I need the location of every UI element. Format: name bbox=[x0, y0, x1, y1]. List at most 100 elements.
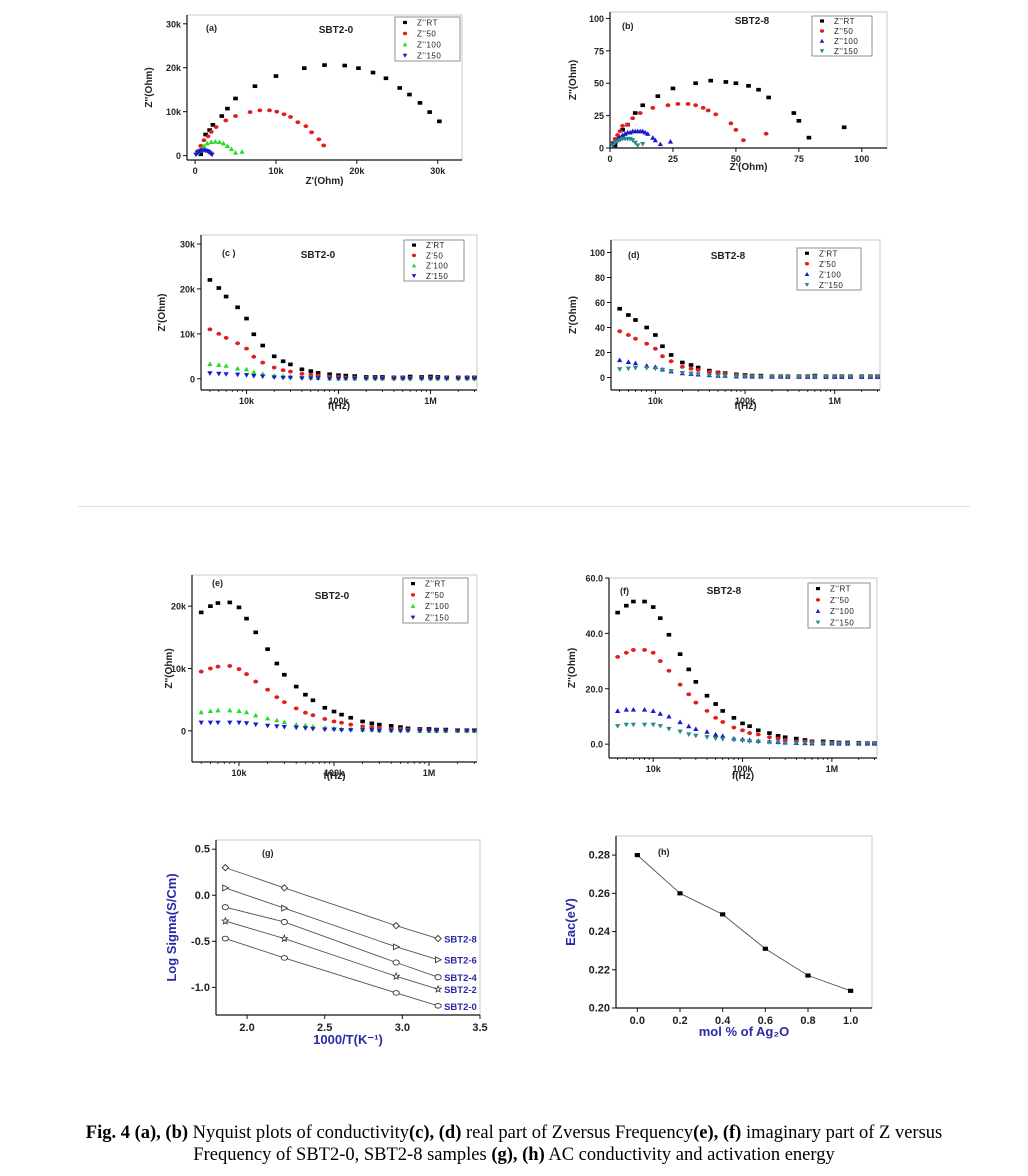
y-tick-label: 0.22 bbox=[589, 964, 610, 976]
x-tick-label: 10k bbox=[646, 764, 662, 774]
data-point bbox=[728, 121, 734, 126]
data-point bbox=[352, 376, 358, 382]
data-point bbox=[742, 374, 748, 380]
data-point bbox=[767, 735, 772, 740]
legend-marker bbox=[804, 262, 810, 266]
data-point bbox=[315, 371, 321, 375]
caption-segment: imaginary part of Z versus bbox=[741, 1123, 943, 1143]
data-point bbox=[785, 375, 791, 380]
data-point bbox=[235, 305, 240, 310]
data-point bbox=[225, 106, 230, 111]
data-point bbox=[213, 125, 219, 130]
data-point bbox=[612, 143, 618, 148]
data-point bbox=[198, 143, 204, 148]
data-point bbox=[637, 111, 643, 115]
data-point bbox=[281, 725, 287, 730]
data-point bbox=[839, 375, 845, 380]
data-point bbox=[695, 368, 701, 372]
data-point bbox=[315, 376, 321, 381]
data-point bbox=[644, 366, 650, 371]
legend-entry: Z''50 bbox=[834, 27, 853, 36]
data-point bbox=[253, 630, 259, 635]
data-point bbox=[762, 946, 768, 951]
data-point bbox=[234, 365, 241, 371]
data-point bbox=[766, 740, 773, 746]
y-tick-label: 0.26 bbox=[589, 888, 610, 900]
data-point bbox=[627, 129, 633, 135]
data-point bbox=[243, 721, 250, 726]
data-point bbox=[657, 724, 663, 729]
legend-marker bbox=[410, 615, 416, 620]
x-tick-label: 1M bbox=[423, 768, 436, 778]
y-tick-label: 25 bbox=[594, 111, 604, 121]
data-point bbox=[686, 667, 692, 672]
data-point bbox=[685, 102, 691, 106]
series-line bbox=[225, 920, 439, 990]
data-point bbox=[660, 354, 665, 359]
y-tick-label: 0 bbox=[600, 373, 605, 383]
data-point bbox=[302, 726, 309, 731]
data-point bbox=[383, 76, 389, 81]
data-point bbox=[794, 736, 799, 741]
x-axis-label: Z'(Ohm) bbox=[306, 176, 344, 187]
panel-label: (d) bbox=[628, 250, 640, 260]
data-point bbox=[775, 740, 781, 746]
data-point bbox=[274, 109, 280, 114]
caption-line-1: Fig. 4 (a), (b) Nyquist plots of conduct… bbox=[0, 1122, 1028, 1144]
data-point bbox=[227, 664, 233, 668]
data-point bbox=[644, 341, 650, 346]
data-point bbox=[686, 723, 692, 729]
chart-title: SBT2-0 bbox=[301, 250, 336, 261]
data-point bbox=[293, 706, 299, 711]
data-point bbox=[405, 728, 411, 734]
x-axis-label: 1000/T(K⁻¹) bbox=[313, 1032, 383, 1047]
data-point bbox=[720, 709, 726, 713]
chart-panel-e: 10k 100k 1M 0 10k 20k f(Hz) Z''(Ohm) (e) SBT2-0 Z'… bbox=[164, 574, 478, 782]
data-point bbox=[670, 86, 676, 91]
data-point bbox=[632, 111, 638, 115]
data-point bbox=[207, 327, 213, 332]
data-point bbox=[693, 700, 699, 705]
legend-entry: Z''RT bbox=[417, 19, 438, 28]
data-point bbox=[705, 108, 711, 113]
legend-entry: Z''150 bbox=[834, 47, 858, 56]
data-point bbox=[693, 726, 699, 731]
data-point bbox=[435, 376, 441, 382]
series-label: SBT2-8 bbox=[444, 935, 477, 946]
data-point bbox=[221, 904, 229, 911]
data-point bbox=[622, 131, 628, 136]
data-point bbox=[221, 935, 229, 942]
data-point bbox=[758, 374, 764, 380]
series-z150 bbox=[615, 722, 878, 747]
caption-segment: Frequency of SBT2-0, SBT2-8 samples bbox=[193, 1145, 492, 1165]
data-point bbox=[392, 959, 400, 966]
data-point bbox=[666, 632, 672, 637]
data-point bbox=[274, 695, 280, 700]
legend-marker bbox=[411, 263, 417, 268]
data-point bbox=[641, 707, 648, 712]
legend-entry: Z''150 bbox=[830, 618, 854, 627]
data-point bbox=[219, 114, 225, 118]
data-point bbox=[713, 731, 719, 737]
data-point bbox=[746, 739, 753, 744]
y-tick-label: 0 bbox=[176, 151, 181, 161]
data-point bbox=[239, 149, 245, 154]
data-point bbox=[257, 108, 263, 113]
series-line bbox=[225, 938, 439, 1007]
legend-marker bbox=[815, 608, 821, 613]
data-point bbox=[392, 990, 400, 996]
data-point bbox=[207, 278, 213, 282]
x-tick-label: 3.5 bbox=[472, 1022, 487, 1034]
series-z50 bbox=[207, 327, 477, 380]
series-label: SBT2-6 bbox=[444, 956, 477, 967]
data-point bbox=[295, 120, 301, 125]
legend-marker bbox=[410, 593, 416, 597]
x-axis-label: Z'(Ohm) bbox=[730, 162, 768, 173]
y-tick-label: 10k bbox=[180, 329, 196, 339]
legend-marker bbox=[402, 53, 408, 58]
data-point bbox=[209, 152, 215, 158]
data-point bbox=[806, 135, 812, 140]
x-tick-label: 0.4 bbox=[715, 1015, 731, 1027]
data-point bbox=[802, 741, 808, 746]
chart-title: SBT2-0 bbox=[319, 25, 354, 36]
